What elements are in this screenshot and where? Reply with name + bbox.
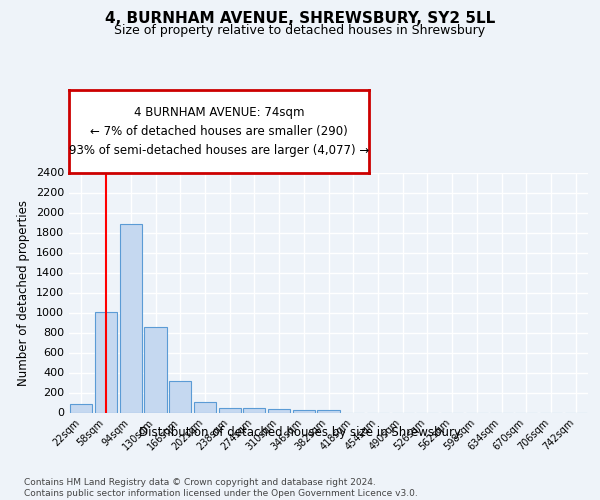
Bar <box>317 410 340 412</box>
Bar <box>169 380 191 412</box>
Bar <box>95 312 117 412</box>
Bar <box>119 224 142 412</box>
Bar <box>145 326 167 412</box>
Y-axis label: Number of detached properties: Number of detached properties <box>17 200 31 386</box>
Text: 4 BURNHAM AVENUE: 74sqm
← 7% of detached houses are smaller (290)
93% of semi-de: 4 BURNHAM AVENUE: 74sqm ← 7% of detached… <box>69 106 369 157</box>
Text: Size of property relative to detached houses in Shrewsbury: Size of property relative to detached ho… <box>115 24 485 37</box>
Bar <box>70 404 92 412</box>
Text: 4, BURNHAM AVENUE, SHREWSBURY, SY2 5LL: 4, BURNHAM AVENUE, SHREWSBURY, SY2 5LL <box>105 11 495 26</box>
Bar <box>218 408 241 412</box>
Bar <box>243 408 265 412</box>
Text: Distribution of detached houses by size in Shrewsbury: Distribution of detached houses by size … <box>139 426 461 439</box>
Text: Contains HM Land Registry data © Crown copyright and database right 2024.
Contai: Contains HM Land Registry data © Crown c… <box>24 478 418 498</box>
Bar <box>293 410 315 412</box>
Bar <box>268 409 290 412</box>
Bar <box>194 402 216 412</box>
